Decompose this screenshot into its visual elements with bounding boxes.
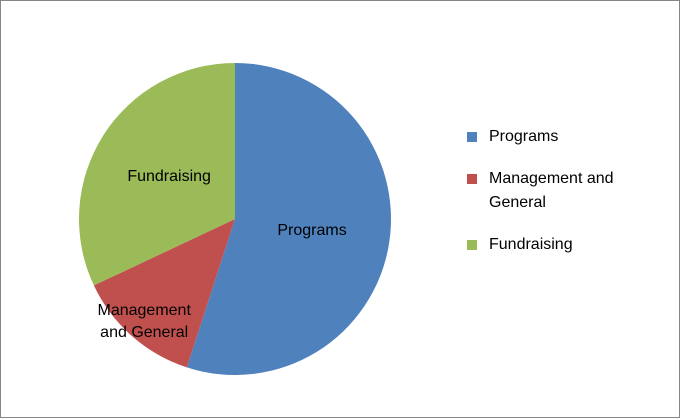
- legend-item: Fundraising: [467, 233, 667, 257]
- legend-swatch: [467, 174, 477, 184]
- legend-item: Programs: [467, 125, 667, 149]
- legend-label: Management and General: [489, 170, 614, 211]
- pie-slice: [78, 63, 236, 286]
- legend-label: Fundraising: [489, 236, 573, 253]
- legend-swatch: [467, 132, 477, 142]
- slice-label: Programs: [277, 222, 347, 240]
- slice-label: Management and General: [97, 301, 191, 341]
- legend-item: Management and General: [467, 167, 667, 215]
- pie-slice: [186, 63, 392, 376]
- legend-swatch: [467, 240, 477, 250]
- legend-label: Programs: [489, 128, 559, 145]
- pie-slice: [93, 219, 235, 368]
- slice-label: Fundraising: [127, 168, 211, 186]
